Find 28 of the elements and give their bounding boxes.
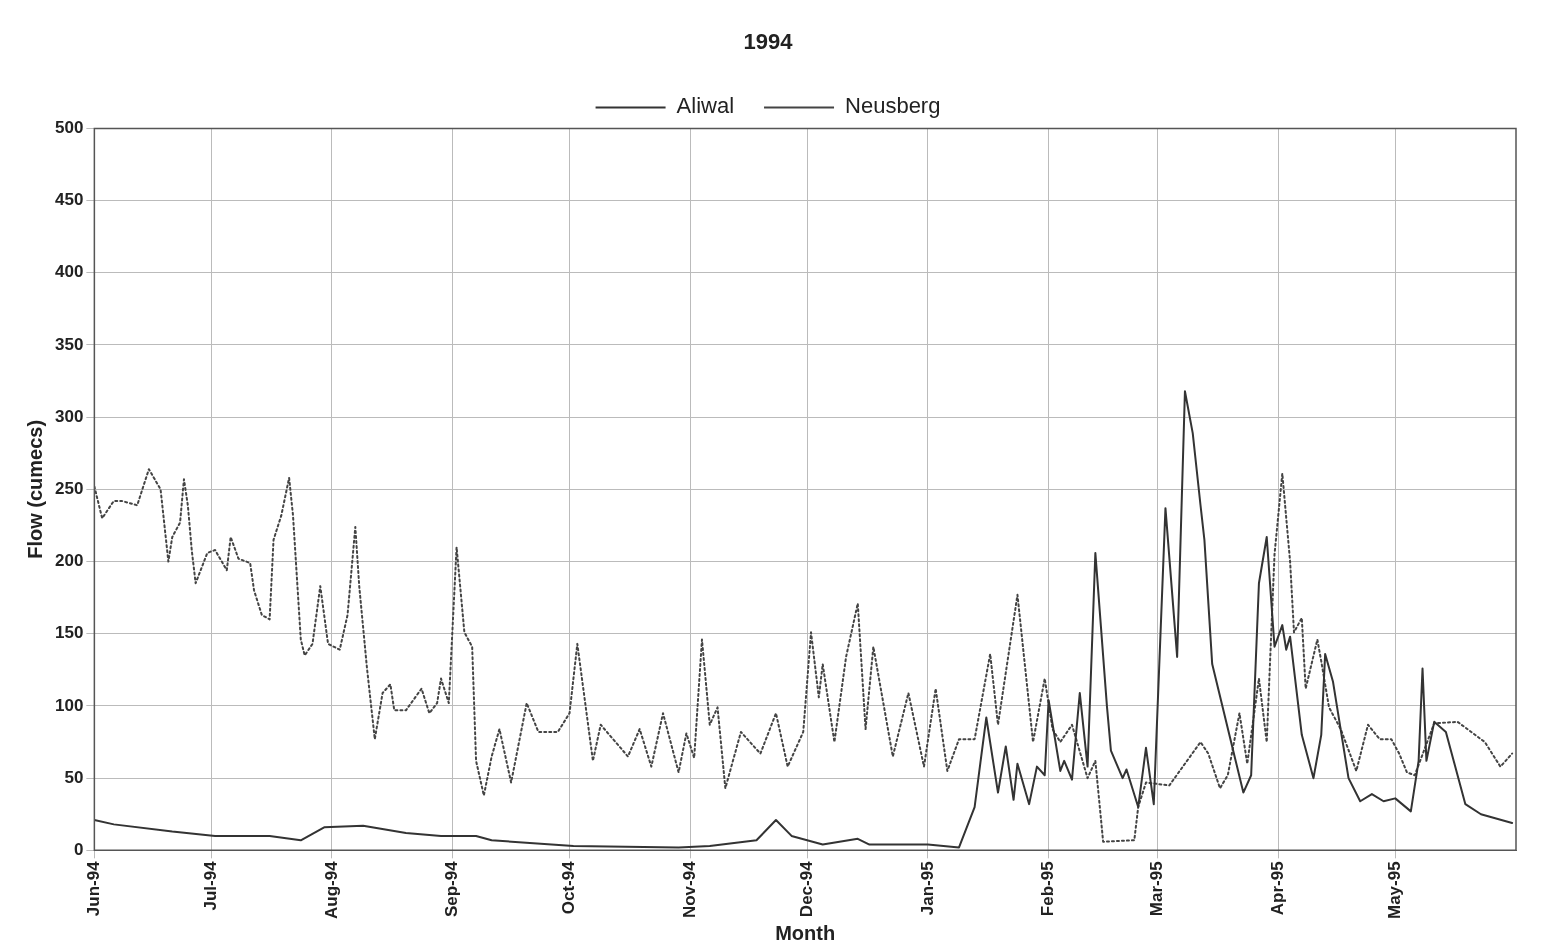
chart-title: 1994 (743, 29, 794, 55)
y-tick-label: 150 (54, 623, 84, 643)
x-tick-label: Jul-94 (200, 860, 220, 911)
y-tick-label: 0 (73, 840, 84, 860)
y-axis-title: Flow (cumecs) (23, 419, 46, 559)
y-tick-label: 450 (54, 190, 84, 210)
x-tick-label: May-95 (1384, 861, 1404, 919)
x-tick-label: Feb-95 (1038, 861, 1058, 917)
legend-label: Neusberg (845, 93, 941, 119)
y-tick-label: 200 (54, 551, 84, 571)
x-tick-label: Nov-94 (679, 860, 699, 919)
y-tick-label: 350 (54, 334, 84, 354)
x-tick-label: Apr-95 (1268, 861, 1288, 916)
y-tick-label: 250 (54, 479, 84, 499)
y-tick-label: 500 (54, 118, 84, 138)
legend-label: Aliwal (676, 93, 735, 119)
x-tick-label: Mar-95 (1147, 861, 1167, 917)
x-tick-label: Aug-94 (321, 860, 341, 919)
x-tick-label: Dec-94 (796, 860, 816, 918)
x-tick-label: Oct-94 (559, 860, 579, 915)
x-axis-title: Month (775, 921, 836, 944)
y-tick-label: 300 (54, 406, 84, 426)
x-tick-label: Jun-94 (84, 860, 104, 917)
y-tick-label: 50 (64, 767, 84, 787)
y-tick-label: 100 (54, 695, 84, 715)
x-tick-label: Sep-94 (442, 860, 462, 918)
x-tick-label: Jan-95 (917, 861, 937, 916)
y-tick-label: 400 (54, 262, 84, 282)
